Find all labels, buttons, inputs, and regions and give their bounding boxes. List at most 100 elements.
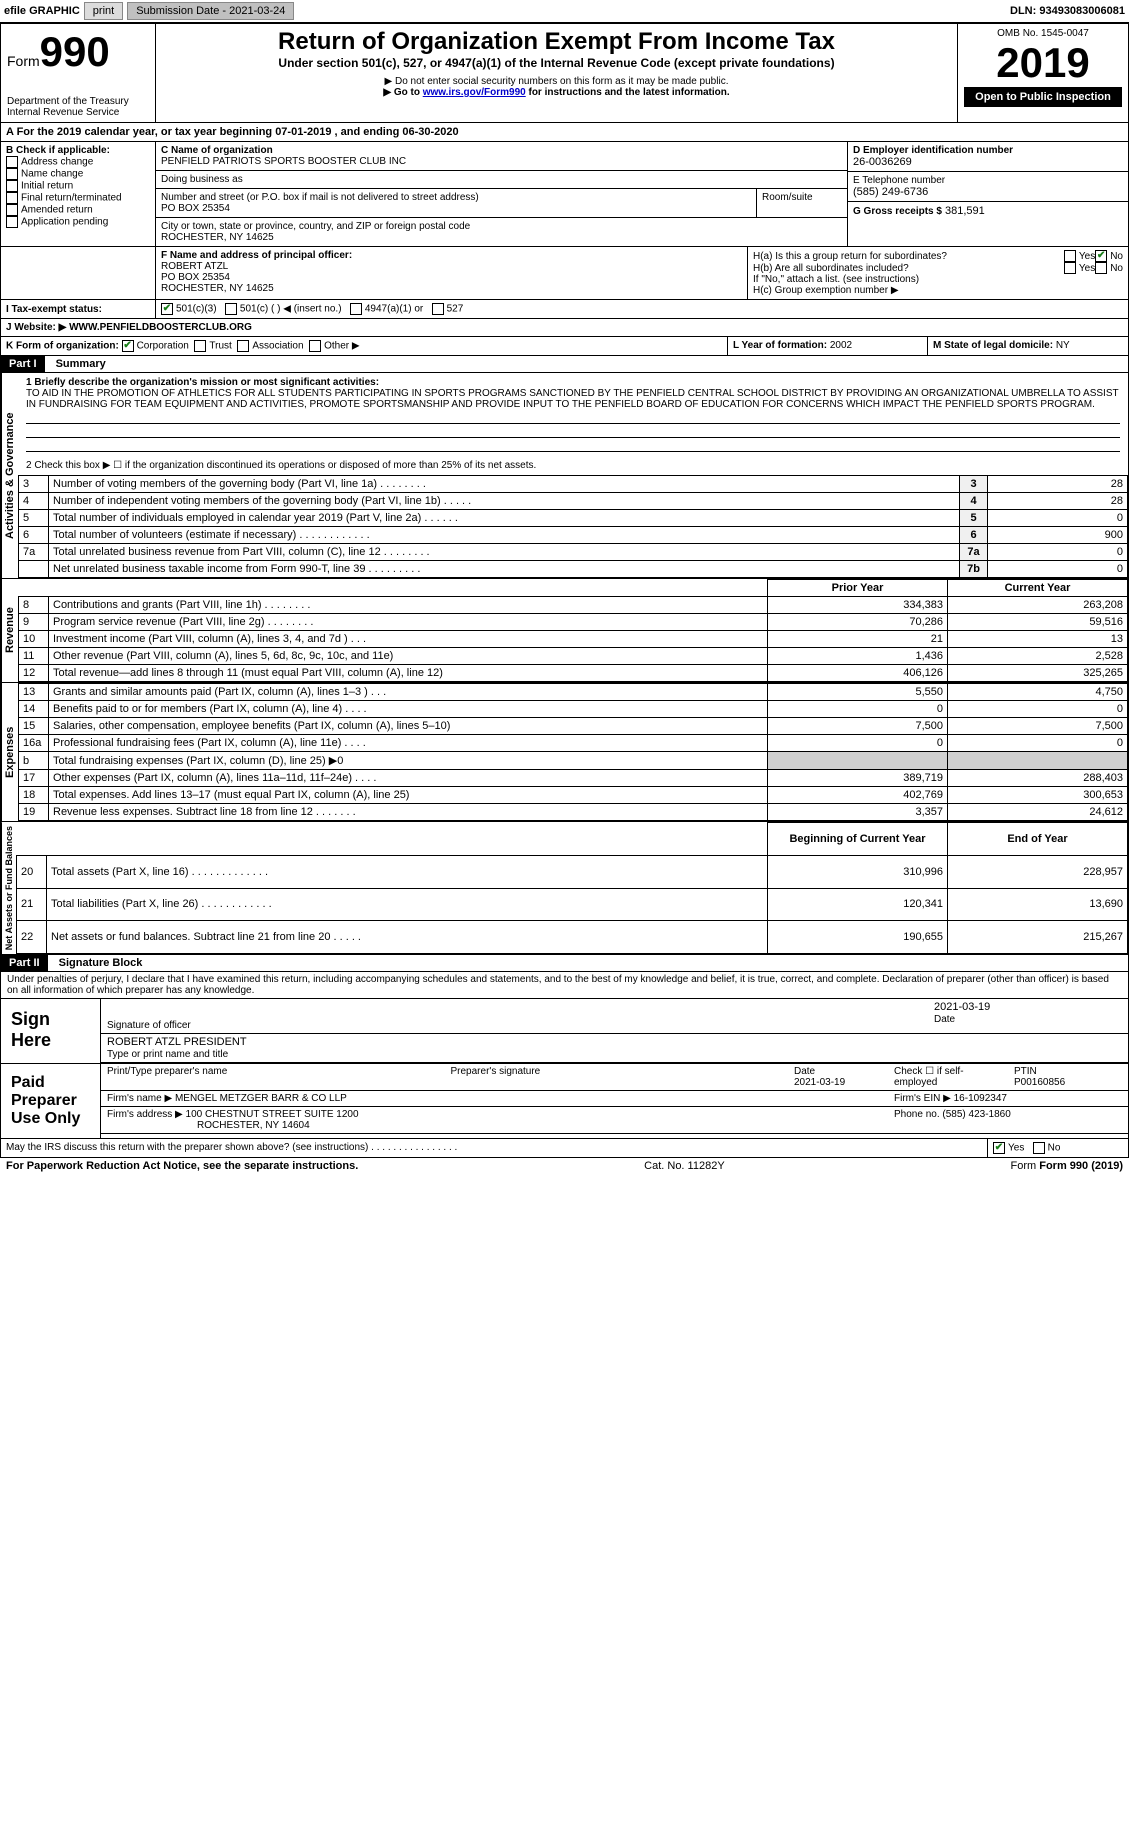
ha-yes-label: Yes <box>1079 251 1095 262</box>
state-domicile: NY <box>1056 340 1070 351</box>
501c-checkbox[interactable] <box>225 303 237 315</box>
prior-value: 402,769 <box>768 787 948 804</box>
open-public-badge: Open to Public Inspection <box>964 87 1122 107</box>
vlabel-revenue: Revenue <box>1 579 18 682</box>
current-value: 13 <box>948 631 1128 648</box>
opt-corp: Corporation <box>137 341 189 352</box>
line-number: 12 <box>19 665 49 682</box>
other-checkbox[interactable] <box>309 340 321 352</box>
527-checkbox[interactable] <box>432 303 444 315</box>
part1-header: Part I Summary <box>0 356 1129 373</box>
box-k-label: K Form of organization: <box>6 341 119 352</box>
irs-label: Internal Revenue Service <box>7 107 149 118</box>
part2-bar: Part II <box>1 955 48 971</box>
ptin-value: P00160856 <box>1014 1077 1065 1088</box>
sig-date: 2021-03-19 <box>934 1001 1122 1013</box>
firm-addr-label: Firm's address ▶ <box>107 1109 183 1120</box>
discuss-text: May the IRS discuss this return with the… <box>1 1139 988 1157</box>
opt-501c3: 501(c)(3) <box>176 304 217 315</box>
prep-sig-label: Preparer's signature <box>445 1064 789 1091</box>
sign-here-section: Sign Here Signature of officer 2021-03-1… <box>0 999 1129 1064</box>
discuss-yes-checkbox[interactable] <box>993 1142 1005 1154</box>
501c3-checkbox[interactable] <box>161 303 173 315</box>
vlabel-governance: Activities & Governance <box>1 373 18 578</box>
box-b-item: Address change <box>6 156 150 168</box>
line-text: Total assets (Part X, line 16) . . . . .… <box>47 855 768 888</box>
line-box: 3 <box>960 476 988 493</box>
col-header: Current Year <box>948 580 1128 597</box>
line-number: 20 <box>17 855 47 888</box>
box-b-checkbox[interactable] <box>6 156 18 168</box>
corp-checkbox[interactable] <box>122 340 134 352</box>
trust-checkbox[interactable] <box>194 340 206 352</box>
form-990-label: Form990 <box>7 28 149 76</box>
line-box: 5 <box>960 510 988 527</box>
box-i-label: I Tax-exempt status: <box>6 304 102 315</box>
current-value: 13,690 <box>948 888 1128 921</box>
phone-value: (585) 249-6736 <box>853 186 1123 198</box>
ptin-label: PTIN <box>1014 1066 1037 1077</box>
form990-link[interactable]: www.irs.gov/Form990 <box>423 87 526 98</box>
line-number: 21 <box>17 888 47 921</box>
prior-value: 389,719 <box>768 770 948 787</box>
prior-value: 7,500 <box>768 718 948 735</box>
prep-name-label: Print/Type preparer's name <box>101 1064 445 1091</box>
firm-ein-label: Firm's EIN ▶ <box>894 1093 951 1104</box>
line-value: 0 <box>988 561 1128 578</box>
box-b-checkbox[interactable] <box>6 204 18 216</box>
box-b-item: Initial return <box>6 180 150 192</box>
line-number: 22 <box>17 921 47 954</box>
firm-phone: (585) 423-1860 <box>942 1109 1010 1120</box>
prior-value: 334,383 <box>768 597 948 614</box>
4947-checkbox[interactable] <box>350 303 362 315</box>
officer-typed-name: ROBERT ATZL PRESIDENT <box>107 1036 1122 1048</box>
box-b-checkbox[interactable] <box>6 216 18 228</box>
paperwork-notice: For Paperwork Reduction Act Notice, see … <box>6 1160 358 1172</box>
tax-year: 2019 <box>964 39 1122 87</box>
col-header: End of Year <box>948 823 1128 856</box>
klm-row: K Form of organization: Corporation Trus… <box>0 337 1129 356</box>
line-number: 13 <box>19 684 49 701</box>
q2-text: 2 Check this box ▶ ☐ if the organization… <box>18 456 1128 475</box>
hb-yes-checkbox[interactable] <box>1064 262 1076 274</box>
col-header: Beginning of Current Year <box>768 823 948 856</box>
prep-date-label: Date <box>794 1066 815 1077</box>
line-number: 14 <box>19 701 49 718</box>
phone-label: E Telephone number <box>853 175 1123 186</box>
line-box: 7a <box>960 544 988 561</box>
current-value: 325,265 <box>948 665 1128 682</box>
current-value: 215,267 <box>948 921 1128 954</box>
box-b-checkbox[interactable] <box>6 180 18 192</box>
line-number: 15 <box>19 718 49 735</box>
line-number: 9 <box>19 614 49 631</box>
line-text: Other revenue (Part VIII, column (A), li… <box>49 648 768 665</box>
hb-no-label: No <box>1110 263 1123 274</box>
dba-label: Doing business as <box>161 174 842 185</box>
website-row: J Website: ▶ WWW.PENFIELDBOOSTERCLUB.ORG <box>0 319 1129 337</box>
hb-no-checkbox[interactable] <box>1095 262 1107 274</box>
line-box: 7b <box>960 561 988 578</box>
assoc-checkbox[interactable] <box>237 340 249 352</box>
firm-name-label: Firm's name ▶ <box>107 1093 172 1104</box>
current-value: 2,528 <box>948 648 1128 665</box>
ha-yes-checkbox[interactable] <box>1064 250 1076 262</box>
prior-value: 310,996 <box>768 855 948 888</box>
current-value: 7,500 <box>948 718 1128 735</box>
part1-title: Summary <box>48 356 114 372</box>
line-text: Professional fundraising fees (Part IX, … <box>49 735 768 752</box>
box-b-checkbox[interactable] <box>6 192 18 204</box>
q1-label: 1 Briefly describe the organization's mi… <box>26 377 1120 388</box>
print-button[interactable]: print <box>84 2 123 20</box>
type-name-label: Type or print name and title <box>107 1049 228 1060</box>
box-j-label: J Website: ▶ <box>6 322 66 333</box>
part2-title: Signature Block <box>51 955 151 971</box>
ha-no-label: No <box>1110 251 1123 262</box>
discuss-no-checkbox[interactable] <box>1033 1142 1045 1154</box>
box-b-label: B Check if applicable: <box>6 145 150 156</box>
line-value: 0 <box>988 510 1128 527</box>
box-c-label: C Name of organization <box>161 145 842 156</box>
prior-value: 1,436 <box>768 648 948 665</box>
ha-no-checkbox[interactable] <box>1095 250 1107 262</box>
paid-preparer-section: Paid Preparer Use Only Print/Type prepar… <box>0 1064 1129 1139</box>
box-b-checkbox[interactable] <box>6 168 18 180</box>
